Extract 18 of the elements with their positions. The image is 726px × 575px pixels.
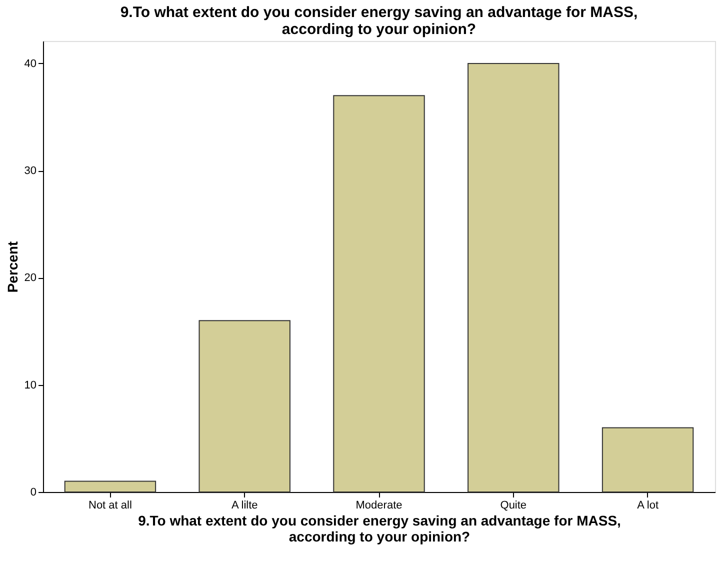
chart-title: 9.To what extent do you consider energy saving an advantage for MASS, according to your opinion? (120, 4, 638, 38)
bar (602, 427, 694, 492)
bar (64, 480, 156, 492)
x-tick-label: Not at all (88, 500, 132, 512)
x-axis-title: 9.To what extent do you consider energy saving an advantage for MASS, according to your opinion? (138, 512, 621, 544)
y-axis-title: Percent (4, 240, 20, 293)
x-tick-label: Quite (500, 500, 527, 512)
x-tick-label: A lot (637, 500, 659, 512)
y-tick-label: 40 (24, 58, 36, 70)
y-tick-label: 30 (24, 165, 36, 178)
x-tick-label: A lilte (231, 500, 258, 512)
y-tick-label: 20 (24, 272, 36, 284)
x-tick-label: Moderate (356, 500, 402, 512)
bar (468, 62, 560, 492)
bar (333, 95, 425, 492)
bar (198, 320, 290, 492)
y-tick-label: 0 (30, 486, 36, 498)
y-tick-label: 10 (24, 379, 36, 392)
